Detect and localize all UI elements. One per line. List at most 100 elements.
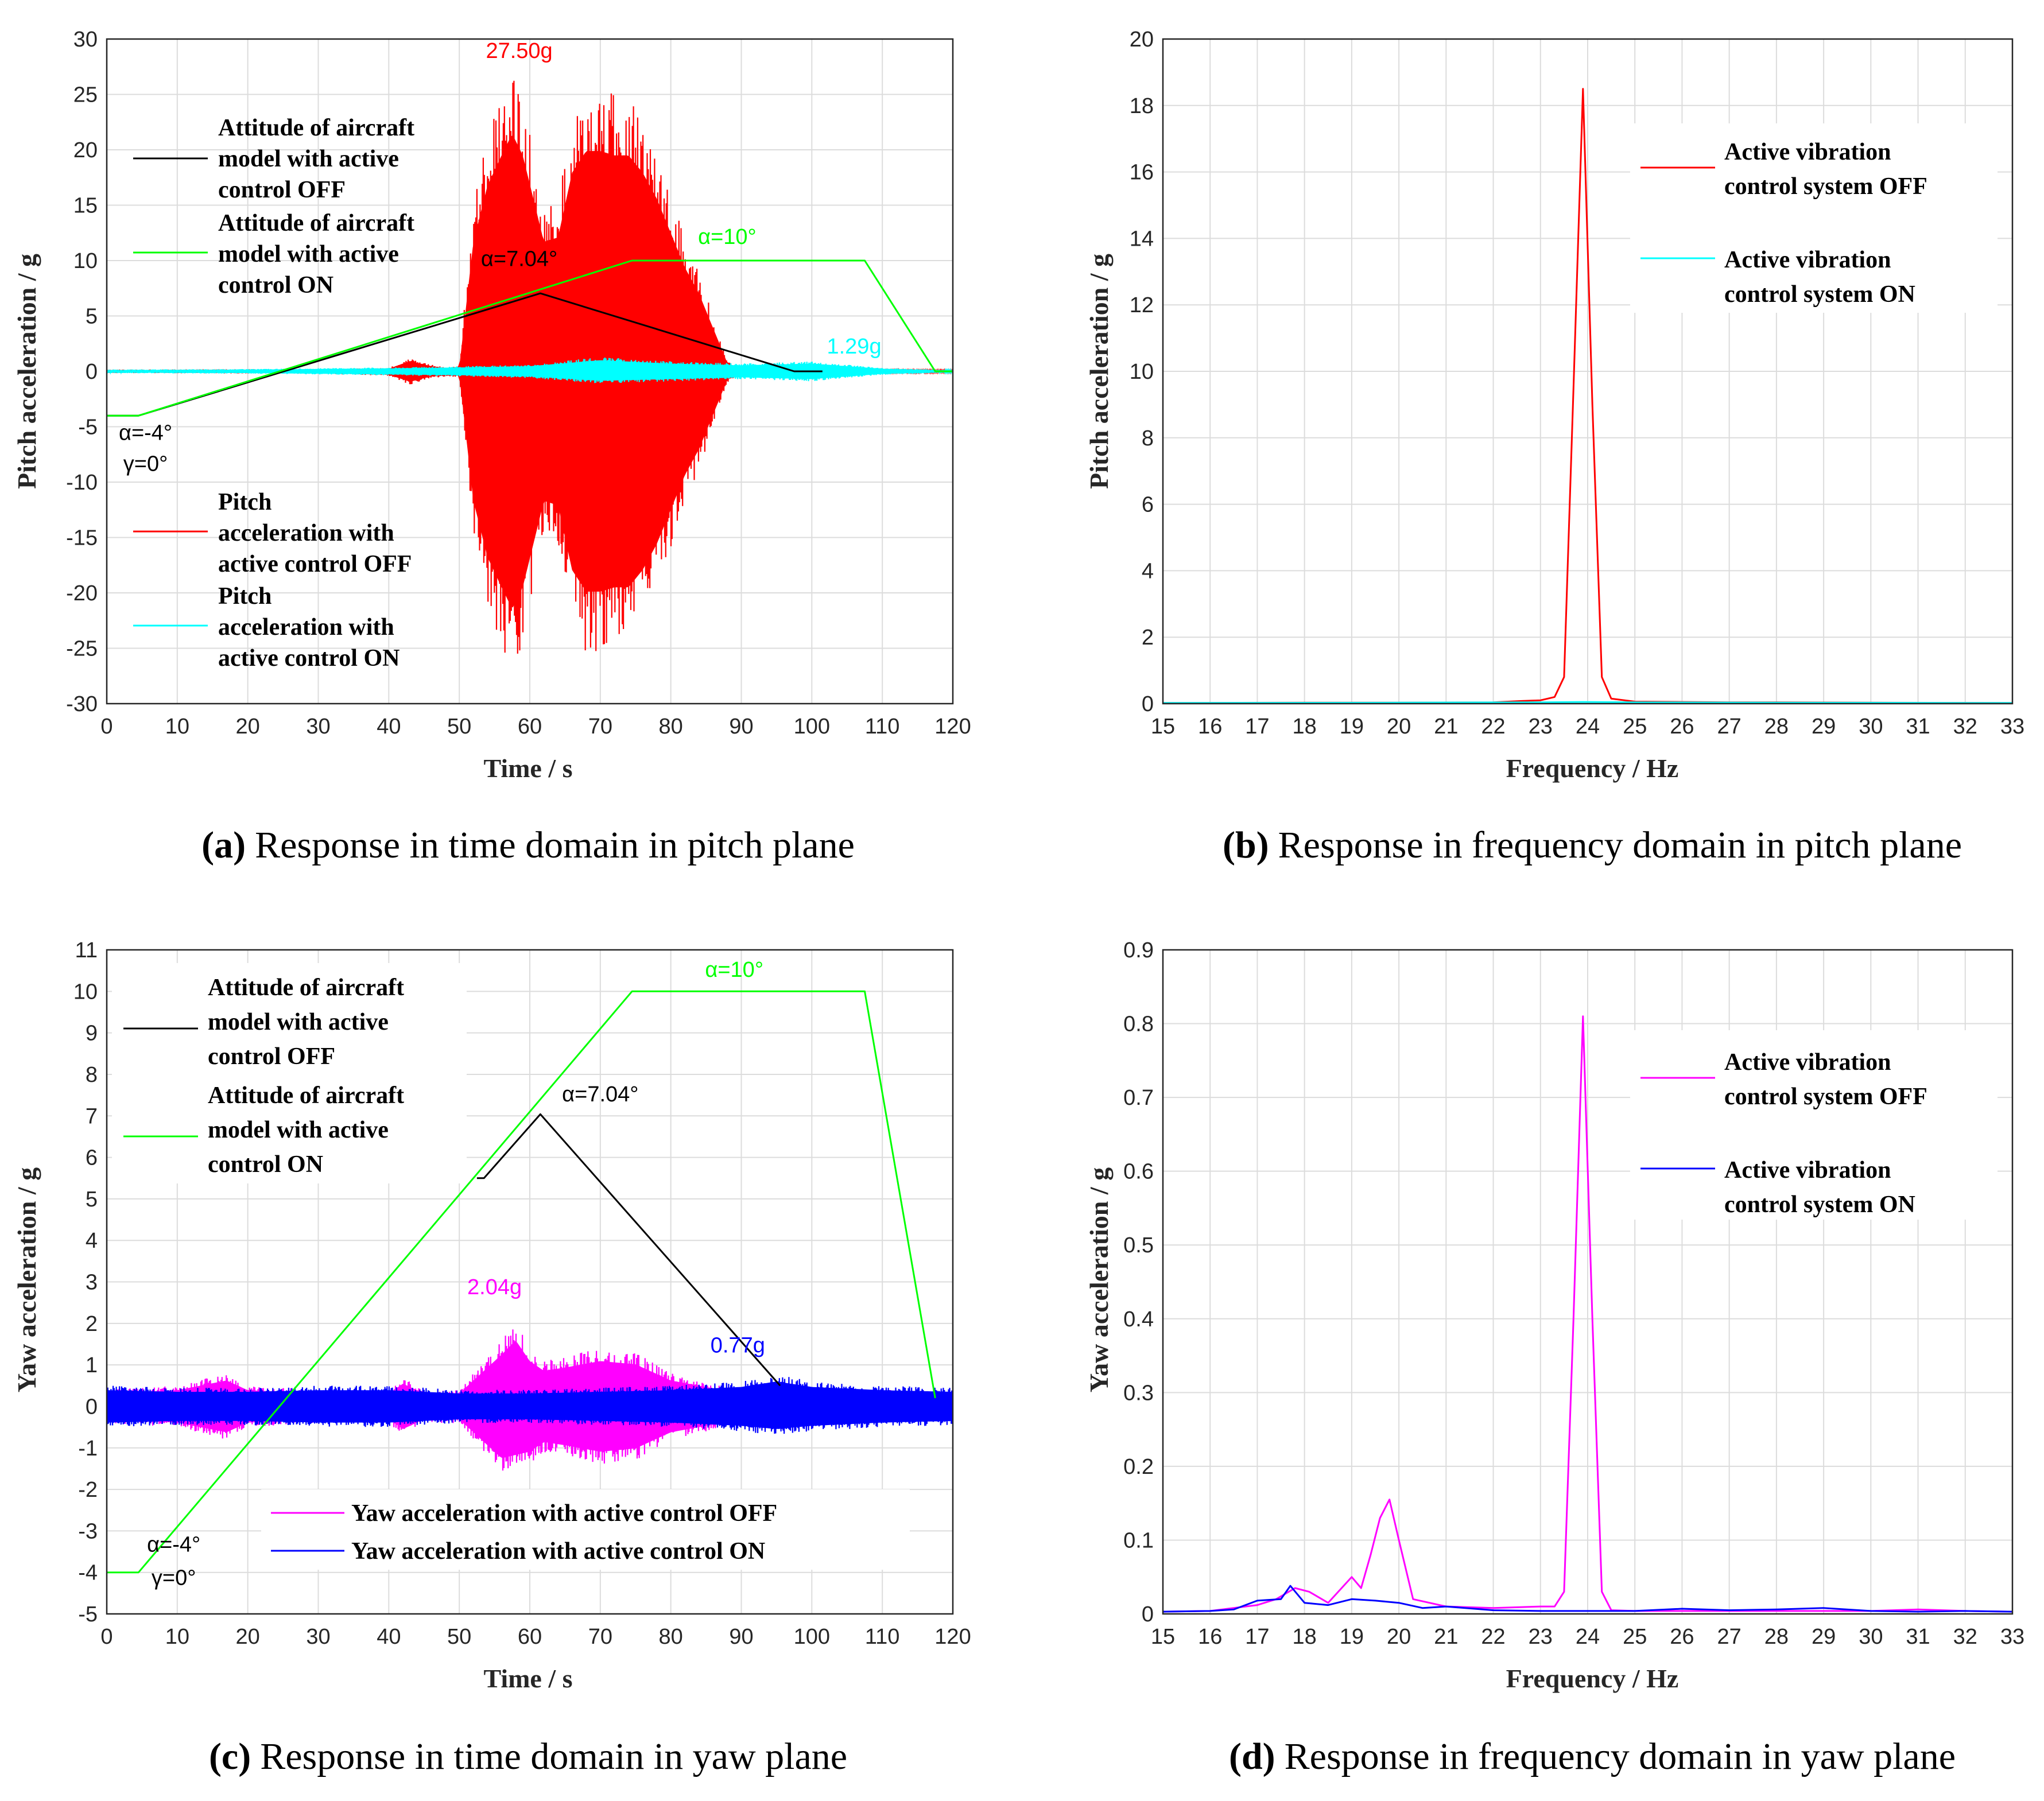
panel-d-xtick-12: 27 — [1717, 1625, 1742, 1649]
panel-a-ytick-4: -10 — [66, 471, 98, 495]
panel-b-legend-on-l2: control system ON — [1724, 281, 1915, 308]
panel-a-legend-red-l1: Pitch — [218, 489, 272, 515]
panel-a-legend-black-l3: control OFF — [218, 177, 346, 203]
panel-d-ytick-7: 0.7 — [1123, 1086, 1154, 1110]
panel-a-series-1-line — [107, 259, 953, 417]
panel-a-ylabel: Pitch acceleration / g — [12, 254, 41, 489]
panel-b-xtick-0: 15 — [1151, 715, 1175, 739]
panel-d-ytick-3: 0.3 — [1123, 1381, 1154, 1405]
panel-d-series-0-line — [1163, 1015, 2012, 1613]
panel-a-ytick-10: 20 — [73, 138, 98, 162]
panel-c-legend-bottom-box — [261, 1489, 910, 1570]
panel-a-ytick-11: 25 — [73, 83, 98, 107]
panel-c-series-1-line — [107, 990, 936, 1574]
panel-a-annotation-4: α=-4° — [119, 421, 172, 445]
panel-b-freq-pitch: 15 16 17 18 19 20 21 22 23 24 25 26 27 28 29 30 31 32 3302… — [1084, 28, 2024, 866]
panel-d-caption: (d) Response in frequency domain in yaw p… — [1229, 1736, 1956, 1777]
panel-a-annotation-3: 1.29g — [827, 335, 881, 359]
panel-a-ytick-0: -30 — [66, 692, 98, 716]
panel-a-xtick-5: 50 — [447, 715, 471, 739]
panel-c-ytick-1: -4 — [78, 1561, 98, 1585]
panel-d-legend-on-l2: control system ON — [1724, 1191, 1915, 1218]
panel-b-caption-label: (b) — [1223, 824, 1269, 866]
panel-c-ytick-13: 8 — [86, 1063, 98, 1087]
panel-a-ytick-12: 30 — [73, 28, 98, 52]
panel-c-ytick-2: -3 — [78, 1519, 98, 1543]
panel-c-legend-green-l2: model with active — [208, 1117, 389, 1143]
panel-a-legend-cyan-l2: acceleration with — [218, 614, 394, 641]
panel-c-legend-bottom: Yaw acceleration with active control OFF… — [261, 1489, 910, 1570]
panel-b-xtick-10: 25 — [1623, 715, 1647, 739]
panel-a-xtick-1: 10 — [165, 715, 189, 739]
panel-b-xtick-5: 20 — [1387, 715, 1411, 739]
panel-b-xtick-3: 18 — [1293, 715, 1317, 739]
panel-c-xtick-12: 120 — [934, 1625, 971, 1649]
panel-b-xtick-15: 30 — [1859, 715, 1883, 739]
panel-d-xtick-16: 31 — [1906, 1625, 1930, 1649]
panel-a-annotation-0: 27.50g — [486, 39, 552, 63]
panel-d-legend-off-l2: control system OFF — [1724, 1084, 1927, 1110]
panel-d-xtick-3: 18 — [1293, 1625, 1317, 1649]
panel-b-xtick-7: 22 — [1481, 715, 1505, 739]
panel-b-ytick-0: 0 — [1142, 692, 1154, 716]
panel-b-legend-off-l1: Active vibration — [1724, 139, 1891, 165]
panel-c-ytick-3: -2 — [78, 1478, 98, 1502]
panel-c-xtick-8: 80 — [659, 1625, 683, 1649]
panel-a-legend-cyan-l3: active control ON — [218, 645, 400, 672]
panel-d-ytick-8: 0.8 — [1123, 1012, 1154, 1037]
panel-a-plot-area: 0 10 20 30 40 50 60 70 80 90 100 110 120-30-25-20-15… — [66, 28, 971, 739]
panel-a-xtick-9: 90 — [729, 715, 753, 739]
panel-c-ytick-11: 6 — [86, 1146, 98, 1170]
panel-d-xtick-7: 22 — [1481, 1625, 1505, 1649]
panel-c-ytick-0: -5 — [78, 1602, 98, 1627]
panel-c-xtick-9: 90 — [729, 1625, 753, 1649]
panel-d-xtick-4: 19 — [1340, 1625, 1364, 1649]
panel-b-caption-text: Response in frequency domain in pitch pl… — [1278, 824, 1962, 866]
panel-d-xlabel: Frequency / Hz — [1506, 1664, 1679, 1693]
panel-c-ytick-7: 2 — [86, 1312, 98, 1336]
panel-d-xtick-13: 28 — [1764, 1625, 1789, 1649]
panel-d-series-1-line — [1163, 1585, 2012, 1613]
panel-c-legend: Attitude of aircraft model with active c… — [112, 963, 467, 1183]
panel-c-annotation-4: α=-4° — [147, 1533, 200, 1557]
panel-a-legend-green-l3: control ON — [218, 272, 333, 298]
panel-a-caption-text: Response in time domain in pitch plane — [255, 824, 855, 866]
panel-b-ytick-3: 6 — [1142, 493, 1154, 517]
panel-d-ylabel: Yaw acceleration / g — [1084, 1167, 1114, 1392]
panel-a-series — [107, 80, 953, 654]
panel-d-xtick-15: 30 — [1859, 1625, 1883, 1649]
panel-c-time-yaw: 0 10 20 30 40 50 60 70 80 90 100 110 120-5-4-3-2-101… — [12, 938, 971, 1777]
panel-d-xtick-2: 17 — [1245, 1625, 1269, 1649]
panel-c-xlabel: Time / s — [483, 1664, 572, 1693]
panel-b-ytick-7: 14 — [1130, 227, 1154, 251]
panel-d-xtick-17: 32 — [1953, 1625, 1977, 1649]
panel-c-xtick-11: 110 — [865, 1625, 900, 1649]
panel-b-xtick-16: 31 — [1906, 715, 1930, 739]
panel-c-xtick-6: 60 — [518, 1625, 542, 1649]
panel-d-xtick-11: 26 — [1670, 1625, 1694, 1649]
panel-b-ylabel: Pitch acceleration / g — [1084, 254, 1114, 489]
panel-a-ytick-1: -25 — [66, 637, 98, 661]
panel-b-ytick-6: 12 — [1130, 293, 1154, 317]
panel-d-legend-on-l1: Active vibration — [1724, 1157, 1891, 1183]
panel-b-xtick-8: 23 — [1529, 715, 1553, 739]
panel-d-ytick-4: 0.4 — [1123, 1307, 1154, 1332]
panel-d-series — [1163, 1015, 2012, 1613]
panel-c-series — [107, 990, 953, 1574]
panel-b-ytick-8: 16 — [1130, 161, 1154, 185]
panel-d-legend: Active vibration control system OFF Acti… — [1630, 1030, 1998, 1220]
panel-a-xtick-4: 40 — [377, 715, 401, 739]
panel-d-ytick-6: 0.6 — [1123, 1160, 1154, 1184]
panel-d-legend-off-l1: Active vibration — [1724, 1049, 1891, 1076]
panel-b-xtick-14: 29 — [1812, 715, 1836, 739]
panel-d-xtick-9: 24 — [1576, 1625, 1600, 1649]
panel-c-ytick-4: -1 — [78, 1437, 98, 1461]
panel-d-xtick-1: 16 — [1198, 1625, 1222, 1649]
panel-c-ytick-12: 7 — [86, 1104, 98, 1128]
panel-c-xtick-2: 20 — [236, 1625, 260, 1649]
panel-b-xtick-4: 19 — [1340, 715, 1364, 739]
panel-c-ytick-8: 3 — [86, 1271, 98, 1295]
panel-c-ytick-6: 1 — [86, 1353, 98, 1377]
panel-d-legend-box — [1630, 1030, 1998, 1220]
